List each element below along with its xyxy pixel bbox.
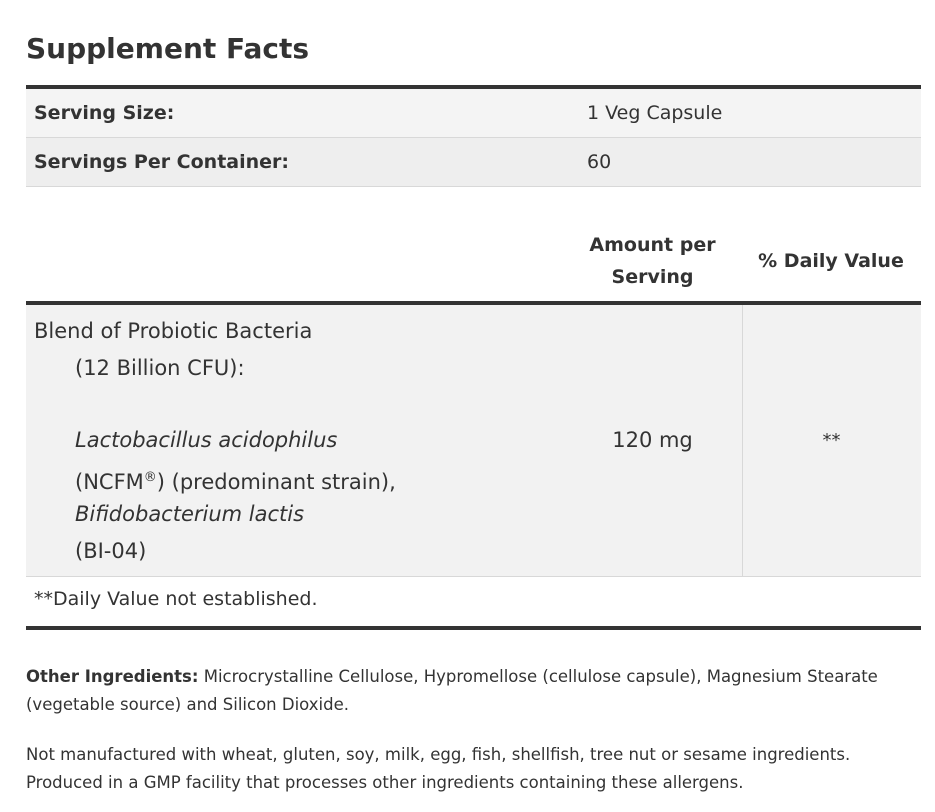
ingredient-daily-value: ** <box>822 430 841 451</box>
other-ingredients-text: Microcrystalline Cellulose, Hypromellose… <box>26 667 878 714</box>
ingredient-cfu: (12 Billion CFU): <box>75 356 245 380</box>
servings-per-container-row: Servings Per Container: 60 <box>26 138 921 187</box>
divider <box>26 85 921 89</box>
footnote: **Daily Value not established. <box>34 588 318 610</box>
page-title: Supplement Facts <box>26 32 310 65</box>
registered-mark: ® <box>143 470 157 485</box>
amount-header-line2: Serving <box>611 266 694 288</box>
strain-2-name: Bifidobacterium lactis <box>75 502 305 526</box>
servings-per-container-value: 60 <box>587 151 612 173</box>
strain-1-detail-a: (NCFM <box>75 470 144 494</box>
other-ingredients: Other Ingredients: Microcrystalline Cell… <box>26 663 921 719</box>
other-ingredients-label: Other Ingredients: <box>26 667 199 686</box>
servings-per-container-label: Servings Per Container: <box>34 151 290 173</box>
serving-size-value: 1 Veg Capsule <box>587 102 723 124</box>
column-divider <box>742 305 743 576</box>
serving-size-row: Serving Size: 1 Veg Capsule <box>26 89 921 138</box>
ingredient-name: Blend of Probiotic Bacteria <box>34 319 313 343</box>
strain-1-detail: (NCFM®) (predominant strain), <box>75 459 396 501</box>
allergen-note: Not manufactured with wheat, gluten, soy… <box>26 745 851 792</box>
amount-per-serving-header: Amount per Serving <box>575 229 730 293</box>
strain-1-name: Lactobacillus acidophilus <box>75 428 338 452</box>
daily-value-header: % Daily Value <box>758 250 904 272</box>
strain-2-detail: (BI-04) <box>75 539 147 563</box>
ingredient-row: Blend of Probiotic Bacteria (12 Billion … <box>26 305 921 577</box>
strain-1-detail-b: ) (predominant strain), <box>156 470 396 494</box>
divider <box>26 626 921 630</box>
ingredient-amount: 120 mg <box>612 428 693 452</box>
divider <box>26 301 921 305</box>
amount-header-line1: Amount per <box>589 234 716 256</box>
serving-size-label: Serving Size: <box>34 102 175 124</box>
